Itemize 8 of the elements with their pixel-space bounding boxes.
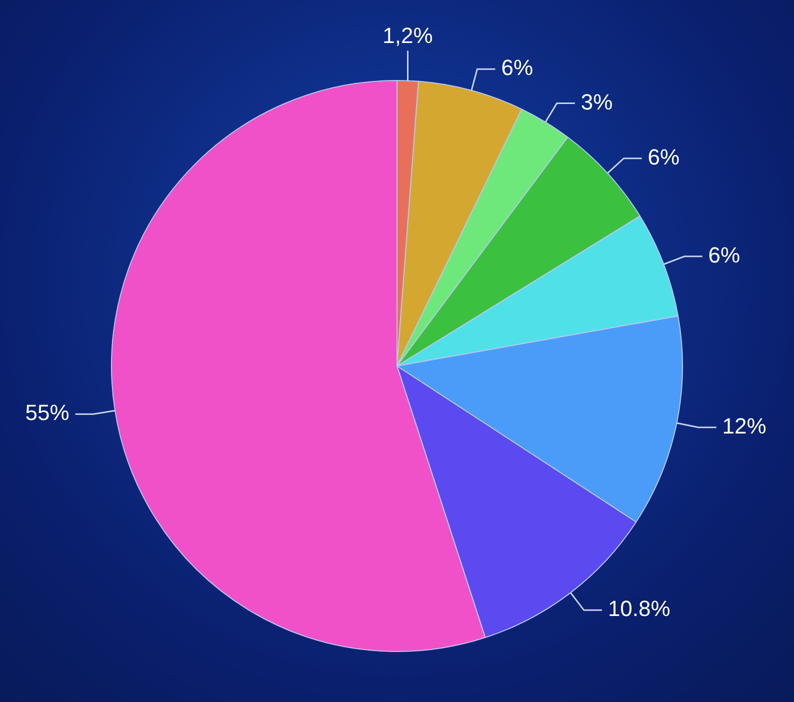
data-label: 6% [501, 55, 534, 80]
data-label: 3% [580, 89, 613, 114]
data-label: 12% [722, 413, 766, 438]
data-label: 6% [648, 144, 680, 170]
data-label: 55% [25, 400, 70, 426]
data-label: 1,2% [382, 22, 433, 48]
data-label: 10.8% [608, 596, 670, 622]
data-label: 6% [708, 242, 740, 268]
